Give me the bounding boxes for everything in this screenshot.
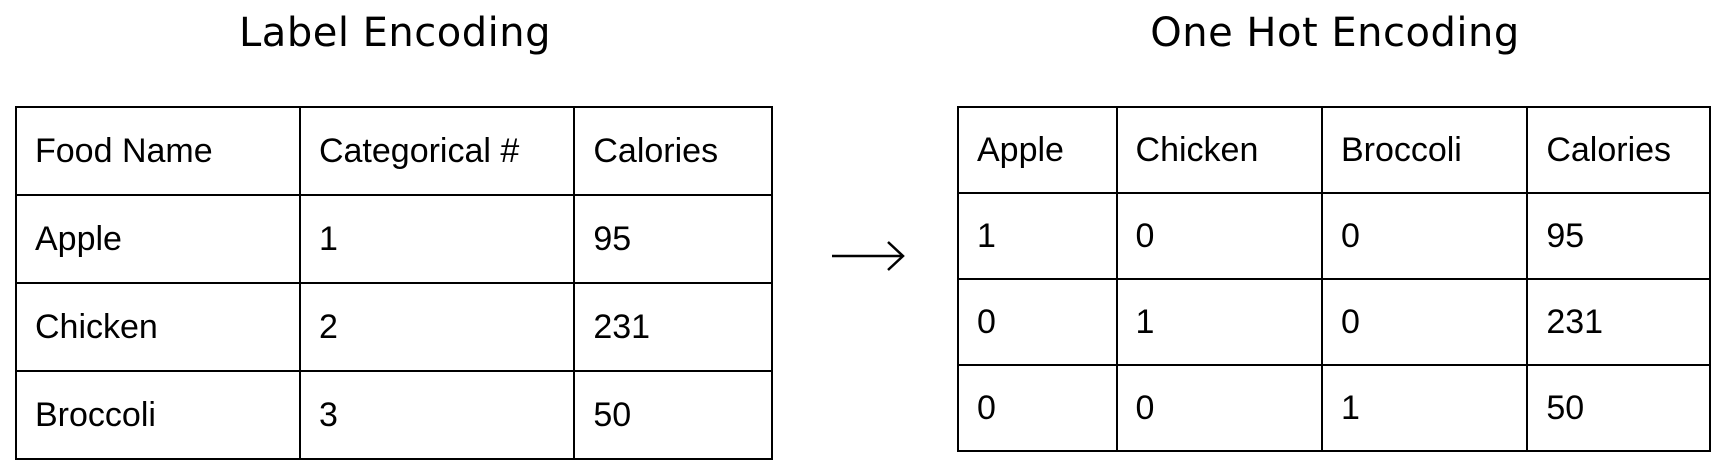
one-hot-encoding-table: Apple Chicken Broccoli Calories 1 0 0 95… bbox=[957, 106, 1711, 452]
table-cell: 95 bbox=[1526, 192, 1711, 280]
table-cell: 95 bbox=[573, 194, 773, 284]
label-encoding-title: Label Encoding bbox=[239, 10, 551, 56]
right-arrow-icon bbox=[832, 241, 905, 271]
table-header-row: Apple Chicken Broccoli Calories bbox=[957, 106, 1711, 194]
one-hot-encoding-title: One Hot Encoding bbox=[1150, 10, 1520, 56]
table-cell: 0 bbox=[957, 278, 1118, 366]
table-cell: Broccoli bbox=[15, 370, 301, 460]
table-cell: 0 bbox=[1115, 364, 1323, 452]
table-header-cell: Broccoli bbox=[1320, 106, 1529, 194]
table-cell: 0 bbox=[1115, 192, 1323, 280]
table-header-cell: Calories bbox=[1526, 106, 1711, 194]
table-header-cell: Categorical # bbox=[298, 106, 576, 196]
table-row: 1 0 0 95 bbox=[957, 192, 1711, 280]
table-cell: 1 bbox=[298, 194, 576, 284]
table-cell: 0 bbox=[1320, 278, 1529, 366]
table-header-cell: Chicken bbox=[1115, 106, 1323, 194]
table-header-cell: Apple bbox=[957, 106, 1118, 194]
table-row: Chicken 2 231 bbox=[15, 282, 773, 372]
table-header-cell: Food Name bbox=[15, 106, 301, 196]
table-cell: 2 bbox=[298, 282, 576, 372]
table-header-cell: Calories bbox=[573, 106, 773, 196]
table-row: Apple 1 95 bbox=[15, 194, 773, 284]
table-row: Broccoli 3 50 bbox=[15, 370, 773, 460]
table-cell: 0 bbox=[957, 364, 1118, 452]
table-cell: Chicken bbox=[15, 282, 301, 372]
table-cell: Apple bbox=[15, 194, 301, 284]
table-cell: 1 bbox=[1320, 364, 1529, 452]
table-cell: 231 bbox=[573, 282, 773, 372]
table-cell: 0 bbox=[1320, 192, 1529, 280]
table-header-row: Food Name Categorical # Calories bbox=[15, 106, 773, 196]
table-cell: 3 bbox=[298, 370, 576, 460]
table-cell: 50 bbox=[1526, 364, 1711, 452]
table-cell: 50 bbox=[573, 370, 773, 460]
label-encoding-table: Food Name Categorical # Calories Apple 1… bbox=[15, 106, 773, 460]
table-cell: 231 bbox=[1526, 278, 1711, 366]
table-row: 0 0 1 50 bbox=[957, 364, 1711, 452]
table-cell: 1 bbox=[1115, 278, 1323, 366]
table-cell: 1 bbox=[957, 192, 1118, 280]
table-row: 0 1 0 231 bbox=[957, 278, 1711, 366]
